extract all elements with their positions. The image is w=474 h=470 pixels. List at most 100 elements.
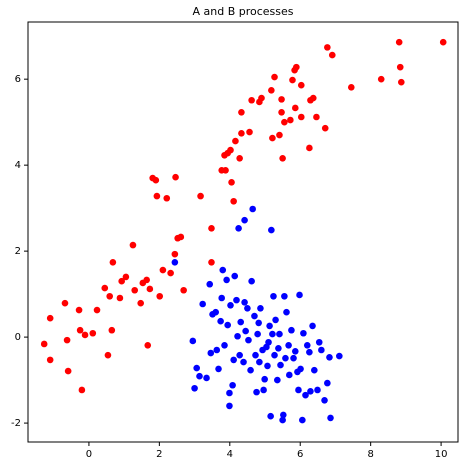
point	[203, 374, 210, 382]
point	[242, 327, 249, 335]
point	[118, 277, 125, 285]
point	[288, 326, 295, 334]
x-tick-label: 6	[297, 449, 303, 460]
point	[297, 81, 305, 89]
point	[108, 326, 116, 334]
point	[293, 63, 300, 71]
point	[104, 351, 112, 359]
point	[109, 259, 117, 266]
point	[217, 317, 224, 325]
point	[251, 312, 258, 320]
point	[218, 294, 225, 302]
x-tick-label: 2	[156, 449, 162, 460]
point	[199, 300, 206, 308]
point	[146, 285, 154, 293]
point	[336, 352, 343, 360]
point	[279, 416, 286, 424]
point	[265, 338, 272, 346]
point	[236, 351, 243, 359]
point	[167, 269, 174, 277]
point	[269, 330, 276, 338]
plot-frame	[27, 21, 459, 443]
point	[226, 389, 233, 397]
point	[237, 318, 245, 326]
point	[291, 104, 299, 112]
point	[208, 259, 215, 266]
point	[255, 319, 262, 327]
point	[215, 365, 222, 373]
point	[245, 336, 252, 344]
x-tick-label: 10	[435, 449, 448, 460]
y-tick-label: -2	[11, 418, 21, 429]
point	[229, 381, 236, 389]
point	[277, 361, 284, 369]
x-tick-label: 0	[86, 449, 92, 460]
point	[321, 124, 329, 132]
point	[297, 113, 305, 121]
point	[171, 250, 179, 258]
point	[172, 173, 179, 181]
point	[40, 340, 48, 348]
point	[213, 346, 221, 354]
point	[235, 225, 242, 232]
point	[180, 286, 187, 294]
point	[228, 179, 235, 186]
y-tick-label: 4	[15, 160, 21, 171]
point	[256, 358, 263, 366]
point	[278, 96, 285, 103]
point	[282, 354, 289, 362]
point	[131, 286, 139, 294]
point	[240, 358, 247, 366]
point	[309, 94, 317, 102]
point	[281, 292, 288, 300]
point	[266, 322, 273, 330]
point	[267, 412, 274, 420]
x-tick-label: 8	[367, 449, 373, 460]
point	[224, 321, 231, 329]
point	[153, 192, 161, 200]
point	[309, 322, 316, 330]
point	[143, 276, 150, 284]
point	[299, 416, 306, 424]
point	[280, 411, 287, 419]
point	[307, 387, 314, 395]
point	[279, 154, 286, 162]
point	[439, 38, 447, 46]
point	[321, 397, 328, 404]
point	[328, 51, 336, 59]
point	[275, 344, 282, 352]
point	[327, 414, 334, 422]
point	[159, 266, 167, 274]
point	[306, 144, 313, 152]
point	[289, 76, 296, 84]
point	[246, 128, 253, 136]
point	[236, 154, 243, 162]
point	[231, 272, 239, 280]
point	[234, 332, 241, 340]
point	[274, 376, 281, 384]
point	[276, 330, 283, 338]
point	[253, 388, 260, 396]
point	[249, 205, 256, 213]
point	[248, 277, 255, 285]
point	[241, 298, 248, 306]
point	[300, 329, 307, 337]
point	[395, 38, 403, 46]
point	[269, 134, 276, 142]
point	[93, 306, 101, 314]
point	[271, 351, 278, 359]
point	[257, 305, 264, 312]
point	[252, 351, 259, 359]
point	[89, 329, 97, 337]
point	[156, 292, 164, 300]
point	[238, 108, 245, 116]
point	[227, 301, 234, 309]
point	[287, 116, 294, 124]
point	[129, 241, 137, 249]
point	[75, 306, 83, 314]
point	[278, 108, 285, 116]
point	[302, 391, 309, 399]
point	[258, 94, 265, 102]
y-tick-label: 2	[15, 246, 21, 257]
